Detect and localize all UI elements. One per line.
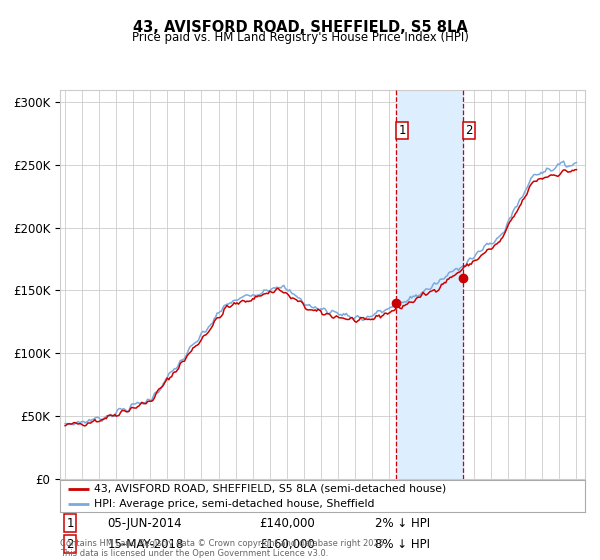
Text: £160,000: £160,000 (260, 538, 315, 550)
Text: 1: 1 (398, 124, 406, 137)
Text: 43, AVISFORD ROAD, SHEFFIELD, S5 8LA (semi-detached house): 43, AVISFORD ROAD, SHEFFIELD, S5 8LA (se… (94, 484, 446, 494)
Text: 43, AVISFORD ROAD, SHEFFIELD, S5 8LA: 43, AVISFORD ROAD, SHEFFIELD, S5 8LA (133, 20, 467, 35)
Text: 2: 2 (466, 124, 473, 137)
Bar (397, 90, 463, 479)
Text: Price paid vs. HM Land Registry's House Price Index (HPI): Price paid vs. HM Land Registry's House … (131, 31, 469, 44)
Text: 15-MAY-2018: 15-MAY-2018 (107, 538, 184, 550)
Text: 2: 2 (66, 538, 74, 550)
Text: Contains HM Land Registry data © Crown copyright and database right 2025.
This d: Contains HM Land Registry data © Crown c… (60, 539, 386, 558)
Text: HPI: Average price, semi-detached house, Sheffield: HPI: Average price, semi-detached house,… (94, 500, 374, 509)
Text: 1: 1 (66, 517, 74, 530)
Text: £140,000: £140,000 (260, 517, 315, 530)
Text: 8% ↓ HPI: 8% ↓ HPI (375, 538, 430, 550)
Text: 2% ↓ HPI: 2% ↓ HPI (375, 517, 430, 530)
Text: 05-JUN-2014: 05-JUN-2014 (107, 517, 182, 530)
